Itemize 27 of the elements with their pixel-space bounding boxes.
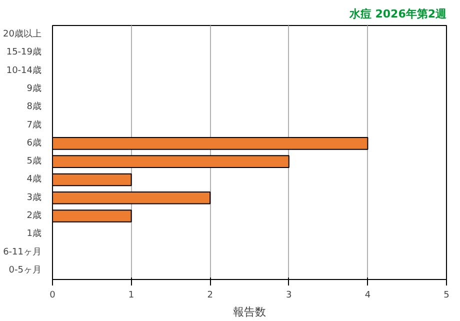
y-tick-label: 6歳 <box>26 137 42 148</box>
y-tick-label: 5歳 <box>26 156 42 167</box>
x-tick-label: 2 <box>207 290 213 300</box>
y-tick-label: 4歳 <box>26 174 42 185</box>
y-tick-label: 8歳 <box>26 101 42 112</box>
y-tick-label: 1歳 <box>26 228 42 240</box>
y-tick-label: 7歳 <box>26 119 42 130</box>
bar <box>52 137 368 150</box>
x-tick-label: 1 <box>128 290 134 300</box>
bar <box>52 191 211 204</box>
x-tick-label: 3 <box>286 290 292 300</box>
x-tick-label: 5 <box>444 290 450 300</box>
y-tick-label: 9歳 <box>26 83 42 94</box>
bar <box>52 173 132 186</box>
y-tick-label: 15-19歳 <box>6 46 42 58</box>
chart-title: 水痘 2026年第2週 <box>348 8 448 20</box>
y-tick-label: 3歳 <box>26 192 42 203</box>
bar <box>52 210 132 222</box>
y-tick-label: 10-14歳 <box>6 64 42 76</box>
x-tick-label: 0 <box>50 290 56 300</box>
x-axis-title: 報告数 <box>233 306 266 318</box>
y-tick-label: 2歳 <box>26 210 42 221</box>
y-tick-label: 20歳以上 <box>3 28 42 40</box>
bar <box>52 155 290 168</box>
x-tick-label: 4 <box>364 290 371 300</box>
y-tick-label: 6-11ヶ月 <box>3 247 42 258</box>
y-tick-label: 0-5ヶ月 <box>8 265 42 276</box>
